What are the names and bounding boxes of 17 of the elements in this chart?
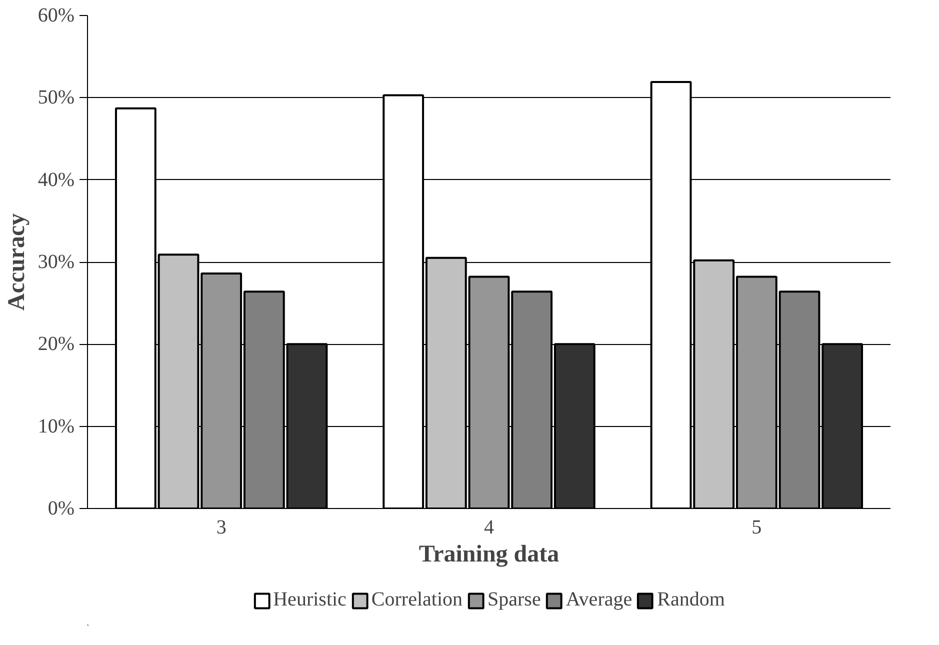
y-tick-label: 10% [38, 415, 75, 438]
x-tick-label: 5 [752, 516, 762, 538]
y-axis-title: Accuracy [4, 213, 30, 311]
y-tick-label: 60% [38, 4, 75, 26]
legend-label: Heuristic [273, 588, 346, 612]
x-tick-label: 3 [216, 516, 226, 538]
y-tick-label: 50% [38, 86, 75, 109]
y-tick-label: 30% [38, 251, 75, 273]
legend-label: Random [657, 588, 725, 612]
y-tick-label: 0% [48, 498, 75, 520]
y-tick-label: 40% [38, 168, 75, 191]
legend-label: Correlation [371, 588, 463, 612]
y-tick-label: 20% [38, 333, 75, 356]
legend-label: Sparse [488, 588, 541, 612]
legend-label: Average [566, 588, 632, 612]
x-tick-label: 4 [484, 516, 494, 538]
x-axis-title: Training data [418, 542, 560, 568]
